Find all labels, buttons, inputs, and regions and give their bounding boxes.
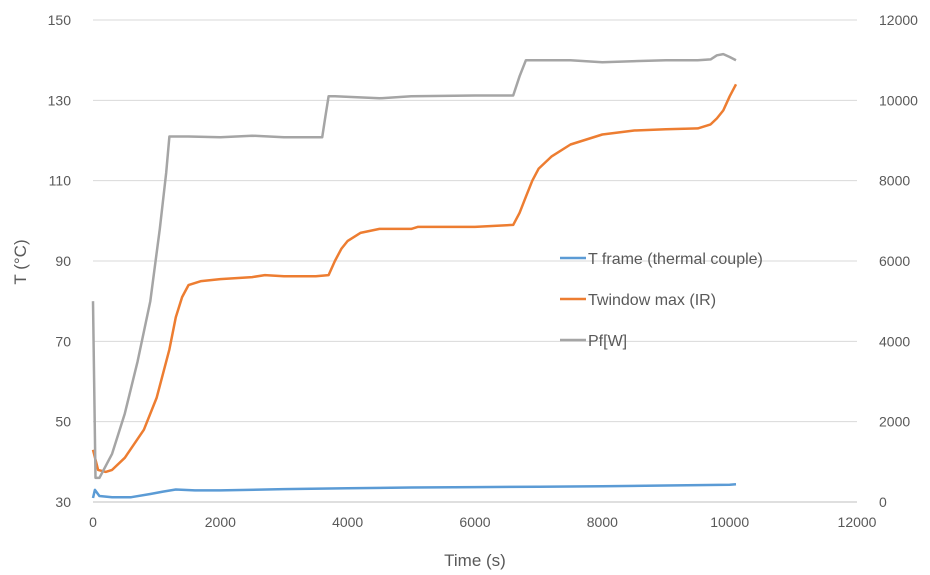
left-y-tick-label-3: 90 (55, 253, 71, 269)
series-line-1 (91, 83, 738, 474)
left-y-tick-label-6: 150 (48, 12, 72, 28)
legend-label-1: Twindow max (IR) (588, 292, 716, 309)
x-tick-label-4: 8000 (587, 514, 618, 530)
left-y-tick-label-2: 70 (55, 333, 71, 349)
series-lines (91, 52, 738, 499)
right-y-tick-label-5: 10000 (879, 92, 918, 108)
left-y-tick-label-5: 130 (48, 92, 72, 108)
left-y-tick-label-0: 30 (55, 494, 71, 510)
legend: T frame (thermal couple) Twindow max (IR)… (560, 251, 763, 350)
gridlines (93, 19, 857, 503)
series-line-2 (91, 52, 737, 480)
x-tick-label-1: 2000 (205, 514, 236, 530)
x-tick-label-5: 10000 (710, 514, 749, 530)
legend-label-2: Pf[W] (588, 333, 627, 350)
left-y-tick-labels: 30 50 70 90 110 130 150 (48, 12, 72, 510)
right-y-tick-label-0: 0 (879, 494, 887, 510)
x-tick-label-3: 6000 (459, 514, 490, 530)
right-y-tick-label-1: 2000 (879, 414, 910, 430)
y-axis-label: T (°C) (11, 239, 30, 284)
left-y-tick-label-1: 50 (55, 414, 71, 430)
x-tick-label-2: 4000 (332, 514, 363, 530)
right-y-tick-label-2: 4000 (879, 333, 910, 349)
right-y-tick-label-3: 6000 (879, 253, 910, 269)
x-tick-labels: 0 2000 4000 6000 8000 10000 12000 (89, 514, 877, 530)
legend-label-0: T frame (thermal couple) (588, 251, 763, 268)
x-tick-label-6: 12000 (838, 514, 877, 530)
series-line-0 (91, 483, 737, 499)
x-axis-label: Time (s) (444, 551, 506, 570)
right-y-tick-labels: 0 2000 4000 6000 8000 10000 12000 (879, 12, 918, 510)
right-y-tick-label-4: 8000 (879, 173, 910, 189)
x-tick-label-0: 0 (89, 514, 97, 530)
left-y-tick-label-4: 110 (49, 173, 72, 189)
right-y-tick-label-6: 12000 (879, 12, 918, 28)
